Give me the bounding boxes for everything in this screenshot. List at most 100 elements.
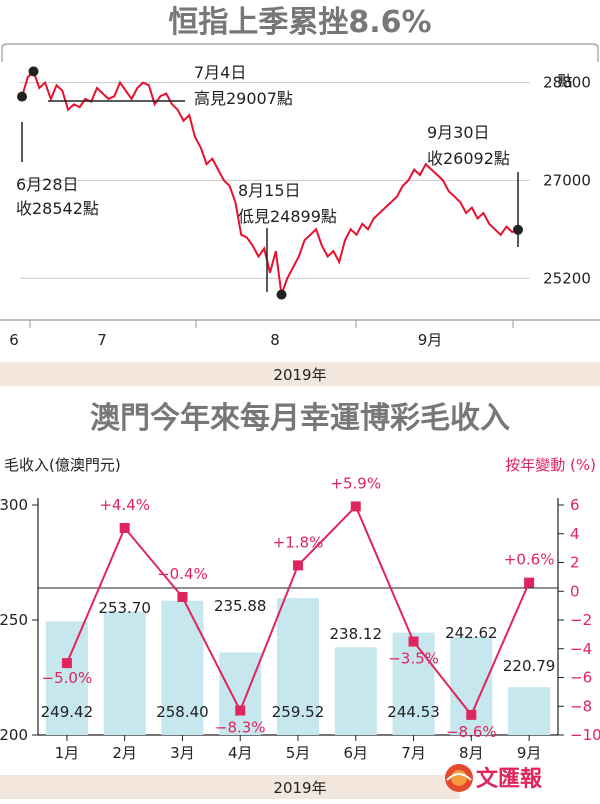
- month-label: 1月: [55, 744, 80, 762]
- yoy-labels: −5.0% +4.4% −0.4% −8.3% +1.8% +5.9% −3.5% −8.6%…: [42, 474, 555, 740]
- logo-text: 文匯報: [476, 766, 543, 792]
- hsi-x-tick-7: 7: [97, 331, 107, 349]
- hsi-y-ticks: 28800 27000 25200: [543, 74, 591, 288]
- right-y-ticks: 6 4 2 0 −2 −4 −6 −8 −10: [558, 496, 600, 744]
- end-date: 9月30日: [427, 123, 490, 142]
- hsi-y-tick: 28800: [543, 74, 591, 92]
- high-date: 7月4日: [194, 63, 246, 82]
- bar-value-label: 242.62: [445, 624, 498, 642]
- bar-value-label: 259.52: [272, 703, 325, 721]
- month-label: 7月: [401, 744, 426, 762]
- low-date: 8月15日: [238, 181, 301, 200]
- bar-value-labels: 249.42 253.70 258.40 235.88 259.52 238.12 244.…: [41, 597, 556, 721]
- month-label: 3月: [170, 744, 195, 762]
- macau-year-band: [0, 775, 460, 799]
- macau-title: 澳門今年來每月幸運博彩毛收入: [90, 401, 510, 436]
- start-point: [17, 91, 27, 102]
- right-y-tick: 2: [570, 554, 580, 572]
- bar-6: [334, 647, 377, 735]
- macau-year-label: 2019年: [273, 779, 326, 797]
- right-y-tick: −8: [570, 697, 592, 715]
- yoy-label: −8.6%: [446, 723, 497, 741]
- bars: [45, 598, 551, 735]
- yoy-label: +1.8%: [273, 533, 324, 551]
- macau-chart: 澳門今年來每月幸運博彩毛收入 毛收入(億澳門元) 按年變動 (%) 300 250…: [0, 401, 600, 799]
- yoy-label: +5.9%: [330, 474, 381, 492]
- hsi-title: 恒指上季累挫8.6%: [168, 5, 431, 40]
- yoy-marker: [61, 658, 72, 669]
- right-y-tick: −10: [570, 726, 600, 744]
- month-label: 4月: [228, 744, 253, 762]
- hsi-unit: 點: [557, 72, 572, 90]
- yoy-label: −0.4%: [157, 565, 208, 583]
- right-y-tick: 6: [570, 496, 580, 514]
- bar-value-label: 249.42: [41, 703, 94, 721]
- left-y-tick: 200: [0, 726, 28, 744]
- high-value: 高見29007點: [194, 89, 293, 108]
- right-y-tick: 0: [570, 582, 580, 600]
- hsi-year-band: [0, 362, 600, 386]
- bar-4: [219, 652, 262, 735]
- start-value: 收28542點: [16, 199, 99, 218]
- yoy-label: −5.0%: [42, 669, 93, 687]
- yoy-marker: [466, 709, 477, 720]
- bar-value-label: 220.79: [503, 657, 556, 675]
- month-label: 8月: [459, 744, 484, 762]
- bar-value-label: 235.88: [214, 597, 267, 615]
- yoy-label: +0.6%: [504, 551, 555, 569]
- right-y-tick: −6: [570, 669, 592, 687]
- start-date: 6月28日: [16, 175, 79, 194]
- yoy-marker: [524, 577, 535, 588]
- bar-8: [450, 636, 493, 735]
- hsi-chart: 恒指上季累挫8.6% 點 28800 27000 25200 6月28日 收2854…: [0, 5, 600, 386]
- month-label: 6月: [344, 744, 369, 762]
- wenweipo-logo: 文匯報: [445, 764, 543, 792]
- hsi-y-tick: 25200: [543, 269, 591, 287]
- hsi-frame: [1, 43, 599, 62]
- end-point: [513, 224, 523, 235]
- hsi-x-tick-9: 9月: [418, 331, 443, 349]
- right-axis-label: 按年變動 (%): [505, 456, 596, 474]
- yoy-marker: [293, 560, 303, 571]
- bar-1: [45, 621, 88, 735]
- hsi-grid: [20, 82, 530, 279]
- month-label: 2月: [112, 744, 137, 762]
- yoy-markers: [61, 501, 535, 720]
- yoy-marker: [235, 705, 246, 716]
- left-y-tick: 250: [0, 611, 28, 629]
- left-axis-label: 毛收入(億澳門元): [4, 456, 121, 474]
- low-point: [276, 289, 287, 300]
- bar-9: [508, 687, 551, 735]
- end-value: 收26092點: [427, 149, 510, 168]
- right-y-tick: 4: [570, 525, 580, 543]
- hsi-line: [21, 69, 519, 295]
- yoy-marker: [350, 501, 361, 512]
- left-y-tick: 300: [0, 496, 28, 514]
- hsi-x-tick-8: 8: [270, 331, 280, 349]
- hsi-y-tick: 27000: [543, 171, 591, 189]
- month-label: 9月: [517, 744, 542, 762]
- low-value: 低見24899點: [238, 207, 337, 226]
- bar-value-label: 244.53: [387, 703, 440, 721]
- yoy-label: −8.3%: [215, 719, 266, 737]
- month-label: 5月: [286, 744, 311, 762]
- bar-value-label: 238.12: [330, 625, 383, 643]
- hsi-x-tick-6: 6: [9, 331, 19, 349]
- bar-value-label: 258.40: [156, 703, 209, 721]
- bar-value-label: 253.70: [98, 599, 151, 617]
- bar-5: [277, 598, 319, 735]
- hsi-year-label: 2019年: [273, 366, 326, 384]
- bar-2: [103, 611, 146, 735]
- right-y-tick: −4: [570, 640, 592, 658]
- yoy-label: +4.4%: [99, 496, 150, 514]
- yoy-marker: [408, 636, 419, 647]
- high-point: [28, 66, 39, 77]
- bar-7: [392, 632, 435, 735]
- right-y-tick: −2: [570, 611, 592, 629]
- yoy-marker: [119, 523, 130, 533]
- yoy-label: −3.5%: [388, 650, 439, 668]
- left-y-ticks: 300 250 200: [0, 496, 38, 744]
- yoy-marker: [177, 592, 188, 602]
- month-labels: 1月 2月 3月 4月 5月 6月 7月 8月 9月: [55, 735, 542, 762]
